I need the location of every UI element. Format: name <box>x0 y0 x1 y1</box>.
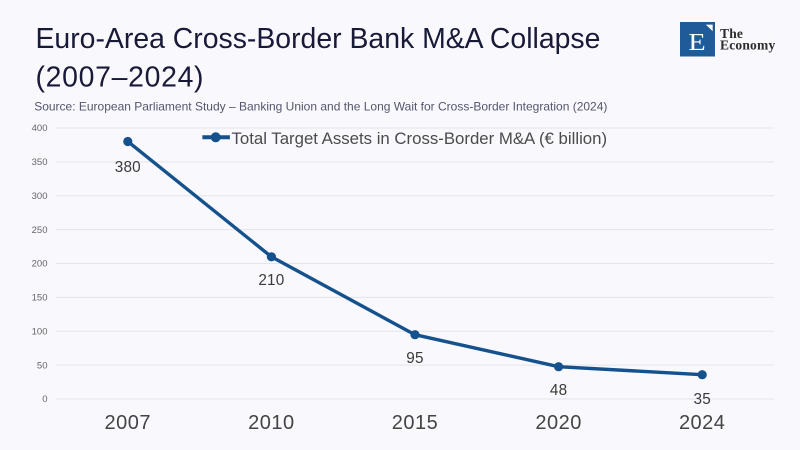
svg-text:Economy: Economy <box>720 38 775 53</box>
svg-text:50: 50 <box>37 360 48 371</box>
svg-text:2015: 2015 <box>392 412 439 434</box>
svg-text:200: 200 <box>32 259 48 270</box>
svg-text:0: 0 <box>42 394 47 405</box>
svg-text:2007: 2007 <box>105 412 152 434</box>
svg-text:250: 250 <box>32 225 48 236</box>
svg-text:2024: 2024 <box>679 412 726 434</box>
svg-text:350: 350 <box>32 157 48 168</box>
svg-text:2010: 2010 <box>248 412 295 434</box>
svg-text:150: 150 <box>32 293 48 304</box>
svg-text:The: The <box>720 26 743 41</box>
svg-text:Total Target Assets in Cross-B: Total Target Assets in Cross-Border M&A … <box>232 129 608 148</box>
svg-text:100: 100 <box>32 327 48 338</box>
svg-text:400: 400 <box>32 123 48 134</box>
svg-text:380: 380 <box>115 159 141 176</box>
svg-text:(2007–2024): (2007–2024) <box>36 62 205 94</box>
svg-text:Source: European Parliament St: Source: European Parliament Study – Bank… <box>34 100 607 114</box>
svg-text:210: 210 <box>258 272 284 289</box>
svg-text:E: E <box>688 29 705 56</box>
svg-text:2020: 2020 <box>535 412 582 434</box>
svg-text:300: 300 <box>32 191 48 202</box>
svg-text:48: 48 <box>550 382 567 399</box>
svg-text:95: 95 <box>406 350 423 367</box>
svg-text:Euro-Area Cross-Border Bank M&: Euro-Area Cross-Border Bank M&A Collapse <box>36 23 601 55</box>
svg-text:35: 35 <box>693 391 710 408</box>
